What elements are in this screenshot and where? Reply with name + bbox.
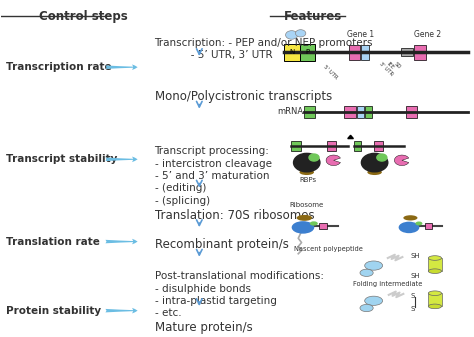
Text: Gene 2: Gene 2 bbox=[414, 30, 441, 38]
Ellipse shape bbox=[365, 296, 383, 305]
Text: Translation rate: Translation rate bbox=[6, 237, 100, 247]
FancyBboxPatch shape bbox=[425, 223, 432, 229]
FancyBboxPatch shape bbox=[284, 44, 300, 61]
Text: RBPs: RBPs bbox=[299, 177, 316, 183]
FancyBboxPatch shape bbox=[361, 45, 369, 60]
Ellipse shape bbox=[360, 269, 373, 276]
Ellipse shape bbox=[367, 170, 382, 175]
Text: Post-translational modifications:
- disulphide bonds
- intra-plastid targeting
-: Post-translational modifications: - disu… bbox=[155, 271, 324, 318]
Ellipse shape bbox=[360, 304, 373, 312]
Text: Protein stability: Protein stability bbox=[6, 306, 101, 316]
Text: Transcript processing:
- intercistron cleavage
- 5’ and 3’ maturation
- (editing: Transcript processing: - intercistron cl… bbox=[155, 146, 272, 206]
Text: IEE: IEE bbox=[386, 62, 395, 71]
Text: 3' UTR: 3' UTR bbox=[378, 62, 394, 77]
Ellipse shape bbox=[428, 269, 441, 274]
Text: Gene 1: Gene 1 bbox=[347, 30, 374, 38]
Circle shape bbox=[285, 31, 298, 39]
FancyBboxPatch shape bbox=[428, 293, 441, 306]
FancyBboxPatch shape bbox=[354, 141, 361, 151]
Ellipse shape bbox=[300, 170, 314, 175]
Text: Transcription rate: Transcription rate bbox=[6, 62, 112, 72]
FancyBboxPatch shape bbox=[374, 141, 383, 151]
Text: Transcript stability: Transcript stability bbox=[6, 154, 118, 164]
FancyBboxPatch shape bbox=[365, 106, 372, 118]
FancyBboxPatch shape bbox=[401, 49, 413, 56]
Text: Features: Features bbox=[284, 10, 342, 23]
Text: Control steps: Control steps bbox=[39, 10, 128, 23]
FancyBboxPatch shape bbox=[304, 106, 315, 118]
Ellipse shape bbox=[399, 222, 419, 233]
Ellipse shape bbox=[428, 304, 441, 309]
FancyBboxPatch shape bbox=[357, 106, 364, 118]
FancyBboxPatch shape bbox=[349, 45, 360, 60]
Text: SH: SH bbox=[410, 253, 420, 259]
Circle shape bbox=[377, 154, 387, 161]
Text: Ribosome: Ribosome bbox=[290, 202, 324, 208]
Text: mRNA: mRNA bbox=[277, 107, 303, 116]
Ellipse shape bbox=[310, 221, 318, 225]
Circle shape bbox=[293, 153, 320, 172]
Text: SH: SH bbox=[410, 273, 420, 279]
Ellipse shape bbox=[428, 291, 441, 296]
Polygon shape bbox=[348, 135, 354, 139]
Text: Mature protein/s: Mature protein/s bbox=[155, 320, 252, 334]
Text: Transcription: - PEP and/or NEP promoters
           - 5’ UTR, 3’ UTR: Transcription: - PEP and/or NEP promoter… bbox=[155, 38, 373, 60]
Wedge shape bbox=[326, 155, 340, 165]
FancyBboxPatch shape bbox=[406, 106, 417, 118]
Circle shape bbox=[361, 153, 388, 172]
Ellipse shape bbox=[297, 215, 312, 221]
FancyBboxPatch shape bbox=[291, 141, 301, 151]
Ellipse shape bbox=[365, 261, 383, 270]
Text: N: N bbox=[289, 50, 294, 55]
FancyBboxPatch shape bbox=[300, 44, 315, 61]
FancyBboxPatch shape bbox=[428, 258, 441, 271]
Circle shape bbox=[309, 154, 319, 161]
Text: S: S bbox=[410, 306, 415, 312]
Ellipse shape bbox=[415, 221, 422, 225]
FancyBboxPatch shape bbox=[345, 106, 356, 118]
Ellipse shape bbox=[403, 215, 418, 220]
FancyBboxPatch shape bbox=[327, 141, 336, 151]
Text: Mono/Polycistronic transcripts: Mono/Polycistronic transcripts bbox=[155, 90, 332, 103]
Text: Folding intermediate: Folding intermediate bbox=[353, 281, 422, 287]
Wedge shape bbox=[394, 155, 409, 165]
Text: 5' UTR: 5' UTR bbox=[323, 64, 339, 80]
Text: Nascent polypeptide: Nascent polypeptide bbox=[293, 246, 363, 252]
Ellipse shape bbox=[292, 221, 314, 234]
FancyBboxPatch shape bbox=[319, 223, 328, 229]
Text: SD: SD bbox=[392, 62, 401, 70]
FancyBboxPatch shape bbox=[414, 45, 426, 60]
Text: P: P bbox=[305, 50, 309, 55]
Circle shape bbox=[295, 30, 306, 37]
Text: Recombinant protein/s: Recombinant protein/s bbox=[155, 238, 288, 251]
Ellipse shape bbox=[428, 256, 441, 260]
Text: S: S bbox=[410, 293, 415, 299]
Text: Translation: 70S ribosomes: Translation: 70S ribosomes bbox=[155, 209, 314, 222]
